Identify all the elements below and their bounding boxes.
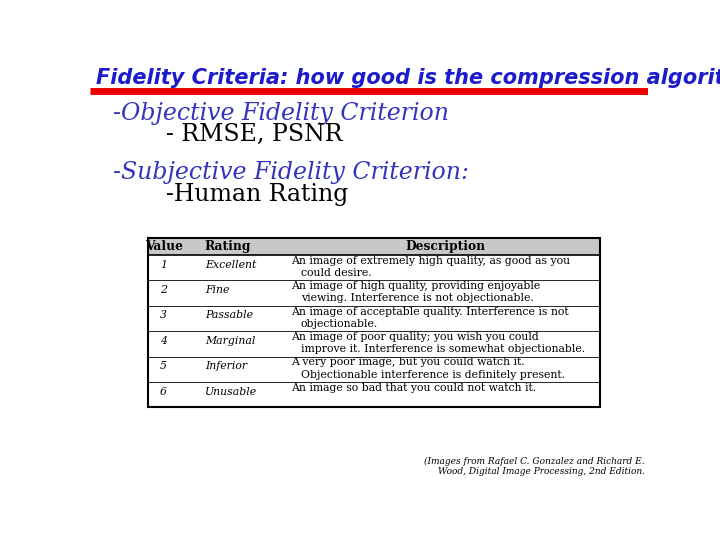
Text: Fine: Fine <box>204 285 229 295</box>
Text: could desire.: could desire. <box>301 268 372 278</box>
Text: Marginal: Marginal <box>204 336 255 346</box>
Text: Rating: Rating <box>204 240 251 253</box>
Text: Passable: Passable <box>204 310 253 320</box>
Text: improve it. Interference is somewhat objectionable.: improve it. Interference is somewhat obj… <box>301 345 585 354</box>
Text: Fidelity Criteria: how good is the compression algorithm: Fidelity Criteria: how good is the compr… <box>96 68 720 88</box>
Text: Unusable: Unusable <box>204 387 257 397</box>
Text: An image so bad that you could not watch it.: An image so bad that you could not watch… <box>292 383 536 393</box>
Text: An image of extremely high quality, as good as you: An image of extremely high quality, as g… <box>292 256 571 266</box>
Text: objectionable.: objectionable. <box>301 319 378 329</box>
Text: 2: 2 <box>160 285 167 295</box>
Text: An image of poor quality; you wish you could: An image of poor quality; you wish you c… <box>292 332 539 342</box>
Text: Value: Value <box>145 240 183 253</box>
Text: - RMSE, PSNR: - RMSE, PSNR <box>137 123 343 146</box>
Text: -Human Rating: -Human Rating <box>137 183 349 206</box>
Text: 5: 5 <box>160 361 167 372</box>
Text: An image of high quality, providing enjoyable: An image of high quality, providing enjo… <box>292 281 541 291</box>
Text: 1: 1 <box>160 260 167 269</box>
Text: A very poor image, but you could watch it.: A very poor image, but you could watch i… <box>292 357 525 367</box>
Text: 4: 4 <box>160 336 167 346</box>
Bar <box>148 238 600 408</box>
Text: (Images from Rafael C. Gonzalez and Richard E.
Wood, Digital Image Processing, 2: (Images from Rafael C. Gonzalez and Rich… <box>424 456 645 476</box>
Text: 3: 3 <box>160 310 167 320</box>
Text: -Objective Fidelity Criterion: -Objective Fidelity Criterion <box>113 102 449 125</box>
Text: Excellent: Excellent <box>204 260 256 269</box>
Text: An image of acceptable quality. Interference is not: An image of acceptable quality. Interfer… <box>292 307 569 316</box>
Bar <box>148 238 600 255</box>
Text: viewing. Interference is not objectionable.: viewing. Interference is not objectionab… <box>301 294 534 303</box>
Text: 6: 6 <box>160 387 167 397</box>
Text: Inferior: Inferior <box>204 361 247 372</box>
Text: Description: Description <box>405 240 486 253</box>
Text: Objectionable interference is definitely present.: Objectionable interference is definitely… <box>301 370 564 380</box>
Text: -Subjective Fidelity Criterion:: -Subjective Fidelity Criterion: <box>113 161 469 184</box>
